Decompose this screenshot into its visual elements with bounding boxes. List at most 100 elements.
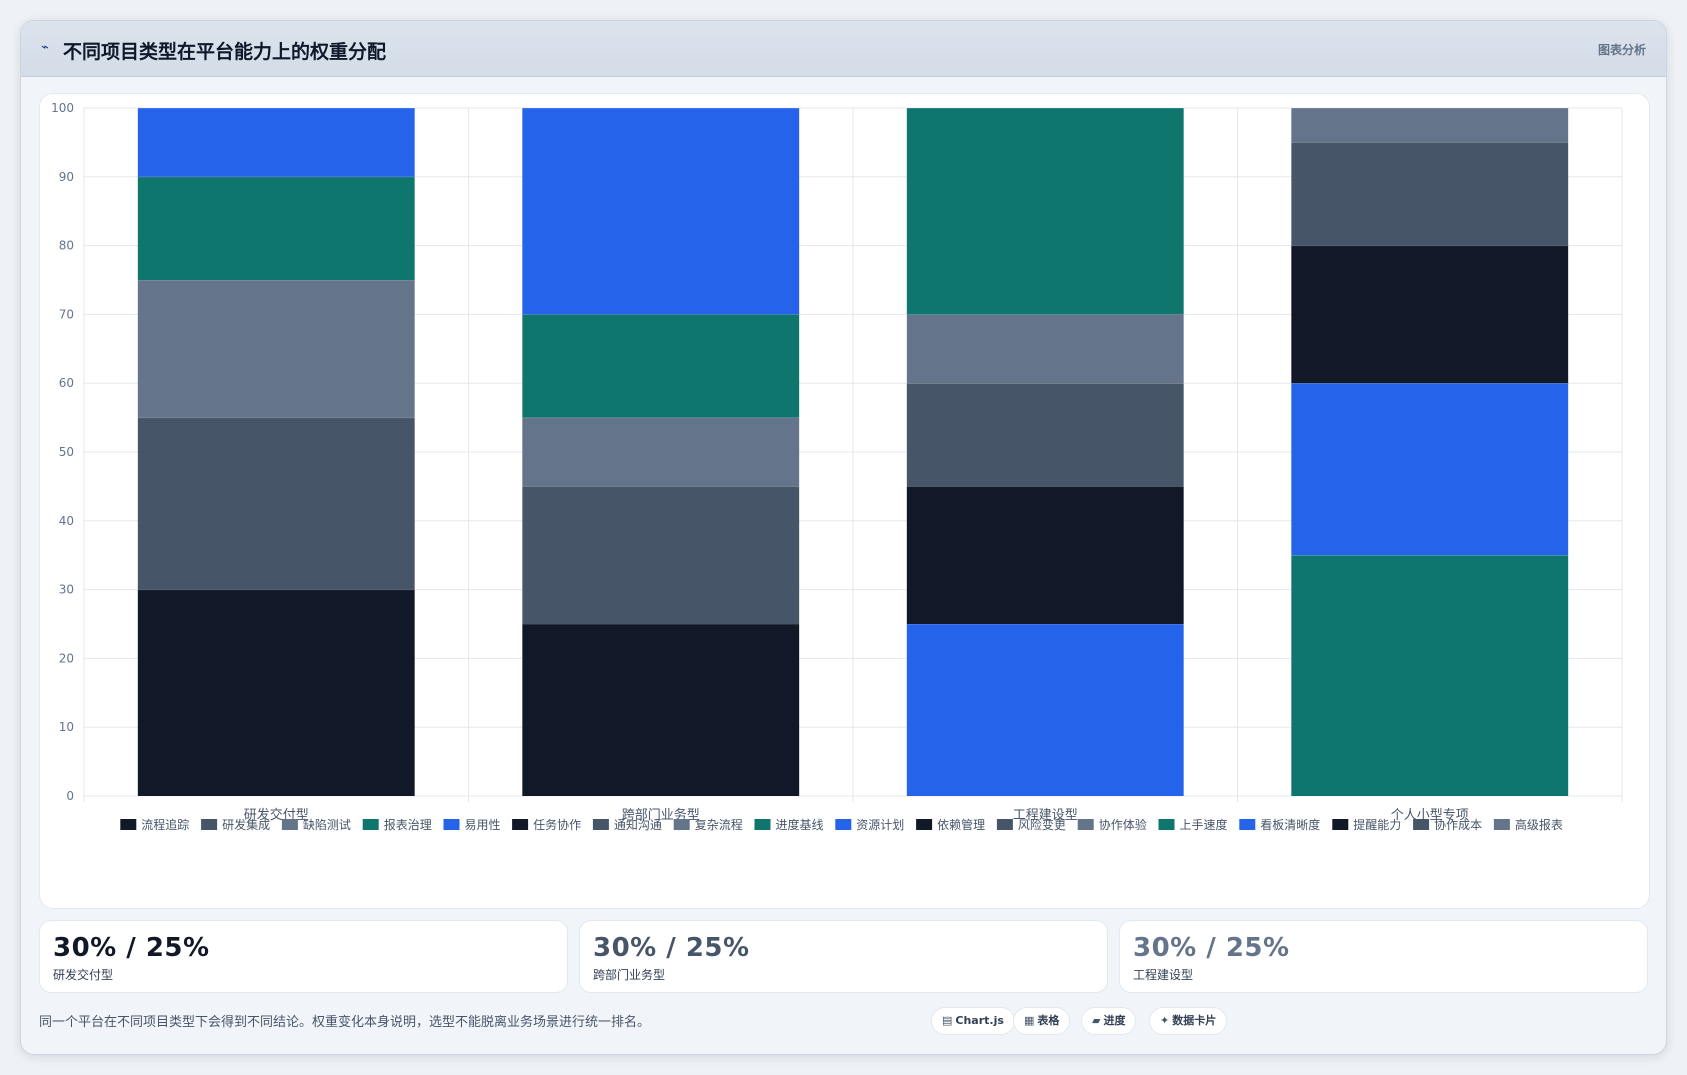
legend-swatch xyxy=(673,819,690,830)
card-label: 研发交付型 xyxy=(53,968,114,982)
legend-item: 资源计划 xyxy=(835,818,904,832)
pill-label: 表格 xyxy=(1037,1014,1060,1027)
bar-segment xyxy=(1291,142,1569,246)
legend-item: 流程追踪 xyxy=(120,817,189,832)
bar-segment xyxy=(522,624,800,796)
sparkle-icon: ✦ xyxy=(1160,1014,1170,1027)
legend-item: 缺陷测试 xyxy=(281,817,351,832)
legend-swatch xyxy=(1413,819,1430,830)
legend-swatch xyxy=(1239,819,1256,830)
y-tick-label: 30 xyxy=(59,583,74,597)
pill-chartjs[interactable]: ▤ Chart.js xyxy=(931,1007,1015,1035)
legend-label: 流程追踪 xyxy=(141,817,189,832)
y-tick-label: 40 xyxy=(59,514,74,528)
legend-item: 报表治理 xyxy=(362,817,432,832)
legend-item: 进度基线 xyxy=(754,817,824,832)
card-value: 30% / 25% xyxy=(53,933,210,963)
legend-item: 提醒能力 xyxy=(1332,817,1401,832)
legend-swatch xyxy=(120,819,137,830)
legend-label: 协作成本 xyxy=(1434,817,1482,832)
legend-label: 报表治理 xyxy=(384,817,432,832)
pill-data-cards[interactable]: ✦ 数据卡片 xyxy=(1149,1007,1228,1035)
table-icon: ▤ xyxy=(942,1014,953,1027)
legend-item: 依赖管理 xyxy=(916,817,985,832)
legend-label: 任务协作 xyxy=(533,817,581,832)
bar-segment xyxy=(906,624,1184,796)
legend-label: 研发集成 xyxy=(222,817,270,832)
legend-item: 研发集成 xyxy=(201,817,270,832)
legend-label: 缺陷测试 xyxy=(303,817,351,832)
legend-label: 依赖管理 xyxy=(937,817,985,832)
card-label: 跨部门业务型 xyxy=(593,968,666,982)
bar-segment xyxy=(906,314,1184,384)
legend-swatch xyxy=(835,819,852,830)
legend-item: 高级报表 xyxy=(1493,817,1563,832)
legend-item: 风险变更 xyxy=(996,817,1066,832)
legend-item: 协作成本 xyxy=(1413,817,1482,832)
pill-label: 进度 xyxy=(1103,1014,1126,1027)
bar-segment xyxy=(1291,555,1569,796)
chart-line-icon: ⌁ xyxy=(41,40,49,55)
summary-card: 30% / 25% 研发交付型 xyxy=(39,920,568,993)
y-tick-label: 60 xyxy=(59,376,74,390)
bar-segment xyxy=(906,383,1184,487)
legend-label: 看板清晰度 xyxy=(1260,817,1320,832)
bar-segment xyxy=(1291,245,1569,384)
bar-segment xyxy=(522,486,800,624)
pill-table[interactable]: ▦ 表格 xyxy=(1013,1007,1071,1035)
legend-label: 进度基线 xyxy=(776,817,824,832)
bar-segment xyxy=(137,108,415,177)
legend-swatch xyxy=(1077,819,1094,830)
legend: 流程追踪 研发集成 缺陷测试 报表治理 易用性 任务协作 通知沟通 复杂流程 进度基线 资源计划 依… xyxy=(120,817,1563,832)
legend-swatch xyxy=(1332,819,1349,830)
y-tick-label: 100 xyxy=(51,101,74,115)
footnote-text: 同一个平台在不同项目类型下会得到不同结论。权重变化本身说明，选型不能脱离业务场景… xyxy=(39,1015,651,1030)
bar-segment xyxy=(137,589,415,796)
legend-swatch xyxy=(512,819,529,830)
legend-label: 上手速度 xyxy=(1180,817,1228,832)
grid-icon: ▦ xyxy=(1024,1014,1035,1027)
legend-item: 易用性 xyxy=(443,818,501,832)
y-tick-label: 90 xyxy=(59,170,74,184)
panel-header: ⌁ 不同项目类型在平台能力上的权重分配 图表分析 xyxy=(21,21,1666,77)
pill-label: Chart.js xyxy=(955,1014,1004,1027)
bar-segment xyxy=(137,280,415,418)
legend-swatch xyxy=(754,819,771,830)
page-title: 不同项目类型在平台能力上的权重分配 xyxy=(63,41,387,63)
bar-segment xyxy=(906,486,1184,624)
legend-swatch xyxy=(281,819,298,830)
legend-swatch xyxy=(996,819,1013,830)
chart-panel: 0 10 20 30 40 50 60 70 80 90 100 研发交付型 跨部门业务型 工程建设型 个人… xyxy=(39,93,1650,909)
pill-progress[interactable]: ▰ 进度 xyxy=(1081,1007,1137,1035)
bar-segment xyxy=(137,417,415,590)
legend-swatch xyxy=(592,819,609,830)
legend-item: 看板清晰度 xyxy=(1239,817,1320,832)
legend-swatch xyxy=(916,819,933,830)
bar-segment xyxy=(1291,108,1569,143)
legend-swatch xyxy=(1158,819,1175,830)
progress-icon: ▰ xyxy=(1092,1014,1101,1027)
legend-label: 易用性 xyxy=(465,818,501,832)
legend-item: 上手速度 xyxy=(1158,817,1228,832)
chart-analysis-label: 图表分析 xyxy=(1597,43,1646,57)
app-window: ⌁ 不同项目类型在平台能力上的权重分配 图表分析 0 10 20 30 40 50 60 70… xyxy=(20,20,1667,1055)
y-tick-label: 50 xyxy=(59,445,74,459)
legend-item: 任务协作 xyxy=(512,817,581,832)
legend-item: 复杂流程 xyxy=(673,817,743,832)
legend-item: 协作体验 xyxy=(1077,817,1147,832)
legend-item: 通知沟通 xyxy=(592,818,662,832)
bar-segment xyxy=(522,108,800,315)
card-value: 30% / 25% xyxy=(593,933,750,963)
legend-swatch xyxy=(443,819,460,830)
legend-swatch xyxy=(362,819,379,830)
legend-swatch xyxy=(1493,819,1510,830)
legend-label: 高级报表 xyxy=(1515,817,1563,832)
legend-label: 通知沟通 xyxy=(614,818,662,832)
bar-segment xyxy=(137,176,415,280)
legend-label: 复杂流程 xyxy=(695,817,743,832)
legend-label: 提醒能力 xyxy=(1353,817,1401,832)
bar-segment xyxy=(522,314,800,418)
summary-card: 30% / 25% 跨部门业务型 xyxy=(579,920,1108,993)
y-tick-label: 20 xyxy=(59,651,74,665)
